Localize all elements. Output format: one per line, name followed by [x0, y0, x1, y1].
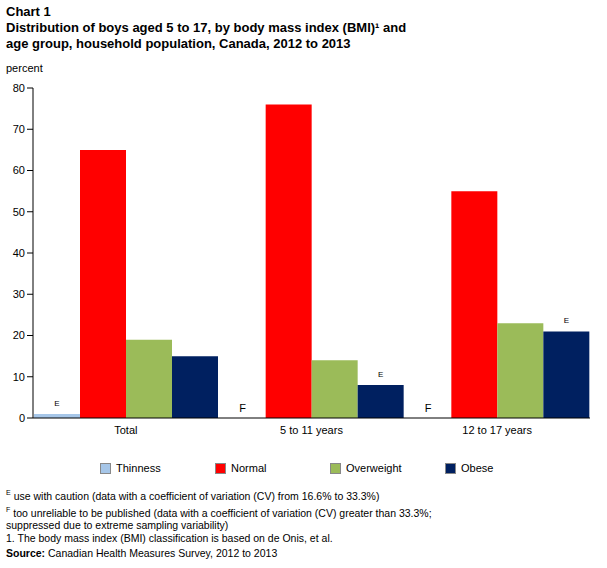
html-text:Overweight: Overweight: [346, 462, 402, 474]
svg-text:12 to 17 years: 12 to 17 years: [462, 424, 532, 436]
html-text:suppressed due to extreme samp: suppressed due to extreme sampling varia…: [6, 519, 229, 531]
svg-text:0: 0: [19, 412, 25, 424]
svg-text:60: 60: [13, 164, 25, 176]
svg-text:5 to 11 years: 5 to 11 years: [280, 424, 343, 436]
html-text:Chart 1: Chart 1: [6, 4, 51, 19]
svg-text:F: F: [425, 402, 432, 414]
svg-text:70: 70: [13, 123, 25, 135]
html-text:Source: Canadian Health Measur: Source: Canadian Health Measures Survey,…: [6, 547, 278, 559]
svg-text:E: E: [378, 370, 383, 379]
html-text:age group, household populatio: age group, household population, Canada,…: [6, 36, 351, 51]
svg-text:40: 40: [13, 247, 25, 259]
html-text:Thinness: Thinness: [116, 462, 161, 474]
svg-text:E: E: [54, 399, 59, 408]
svg-text:Total: Total: [114, 424, 137, 436]
svg-text:E: E: [564, 316, 569, 325]
svg-text:80: 80: [13, 82, 25, 94]
html-text:F too unreliable to be publish: F too unreliable to be published (data w…: [6, 505, 432, 518]
html-text:E use with caution (data with: E use with caution (data with a coeffici…: [6, 489, 380, 502]
svg-text:20: 20: [13, 329, 25, 341]
html-text:Obese: Obese: [461, 462, 494, 474]
html-text:Normal: Normal: [231, 462, 267, 474]
html-text:percent: percent: [6, 62, 43, 74]
svg-text:F: F: [239, 402, 246, 414]
svg-text:10: 10: [13, 371, 25, 383]
svg-text:50: 50: [13, 206, 25, 218]
html-text:Distribution of boys aged 5 to: Distribution of boys aged 5 to 17, by bo…: [6, 20, 407, 35]
html-text:1. The body mass index (BMI) c: 1. The body mass index (BMI) classificat…: [6, 532, 333, 544]
svg-text:30: 30: [13, 288, 25, 300]
